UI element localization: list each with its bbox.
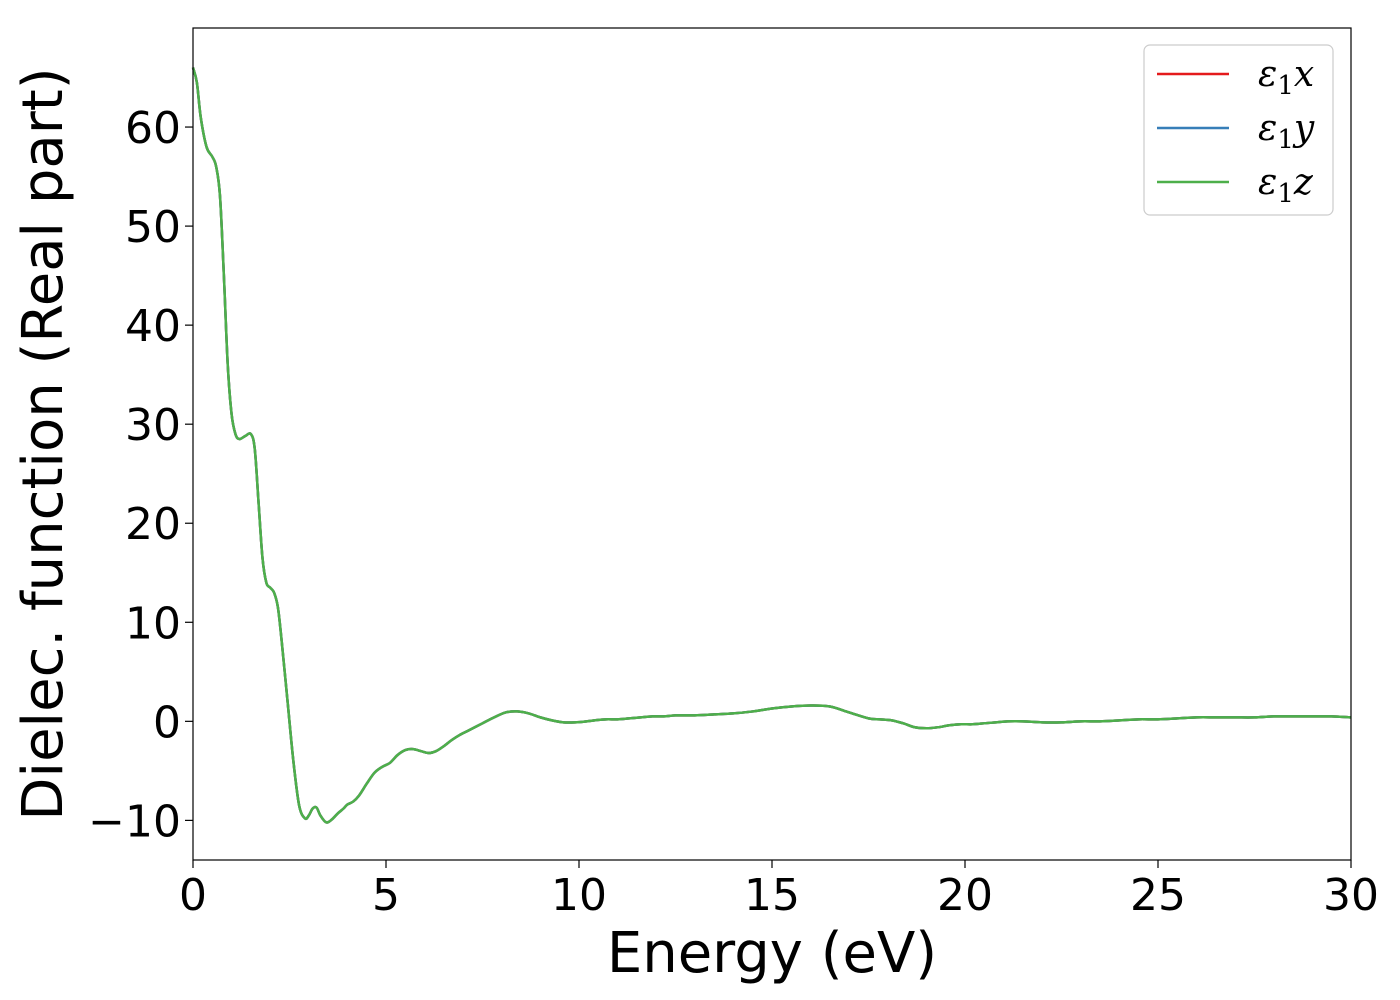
legend-label-z: ε1z — [1258, 162, 1314, 209]
x-axis-ticks: 0 5 10 15 20 25 30 — [179, 860, 1379, 921]
legend-box — [1143, 44, 1334, 216]
plot-lines — [191, 67, 1352, 824]
x-tick-label: 30 — [1323, 870, 1379, 921]
y-tick-label: 0 — [153, 697, 181, 748]
y-axis-label: Dielec. function (Real part) — [11, 67, 76, 820]
legend-entries: ε1x ε1y ε1z — [1157, 54, 1315, 209]
legend-label-x: ε1x — [1258, 54, 1314, 101]
y-tick-label: 30 — [125, 400, 181, 451]
x-tick-label: 15 — [744, 870, 800, 921]
y-tick-label: 10 — [125, 598, 181, 649]
legend: ε1x ε1y ε1z — [1143, 44, 1334, 216]
y-tick-label: −10 — [88, 796, 181, 847]
y-axis-ticks: −10 0 10 20 30 40 50 60 — [88, 103, 193, 847]
x-tick-label: 0 — [179, 870, 207, 921]
x-axis-label: Energy (eV) — [607, 921, 937, 986]
y-tick-label: 20 — [125, 499, 181, 550]
x-tick-label: 10 — [551, 870, 607, 921]
y-tick-label: 50 — [125, 202, 181, 253]
x-tick-label: 25 — [1130, 870, 1186, 921]
series-line-z — [191, 67, 1352, 824]
legend-label-y: ε1y — [1258, 108, 1315, 155]
y-tick-label: 60 — [125, 103, 181, 154]
x-tick-label: 5 — [372, 870, 400, 921]
x-tick-label: 20 — [937, 870, 993, 921]
y-tick-label: 40 — [125, 301, 181, 352]
